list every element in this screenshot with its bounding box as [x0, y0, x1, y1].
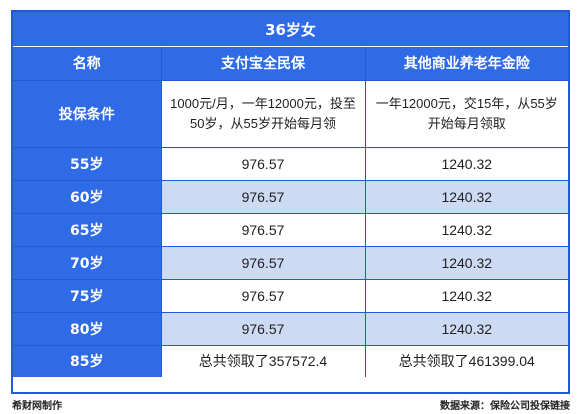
total-row: 85岁 总共领取了357572.4 总共领取了461399.04 [13, 344, 568, 377]
table-row: 75岁 976.57 1240.32 [13, 278, 568, 313]
age-label: 55岁 [13, 146, 162, 181]
other-value: 1240.32 [364, 146, 568, 181]
header-row: 名称 支付宝全民保 其他商业养老年金险 [13, 47, 568, 81]
age-label: 85岁 [13, 344, 162, 377]
age-label: 75岁 [13, 278, 162, 313]
alipay-value: 976.57 [160, 179, 366, 214]
comparison-table: 名称 支付宝全民保 其他商业养老年金险 投保条件 1000元/月，一年12000… [13, 47, 568, 377]
table-row: 80岁 976.57 1240.32 [13, 311, 568, 346]
age-label: 60岁 [13, 179, 162, 214]
other-value: 1240.32 [364, 245, 568, 280]
table-row: 60岁 976.57 1240.32 [13, 179, 568, 214]
alipay-value: 976.57 [160, 245, 366, 280]
condition-label: 投保条件 [13, 79, 162, 148]
table-title: 36岁女 [13, 12, 568, 47]
condition-alipay: 1000元/月，一年12000元，投至50岁，从55岁开始每月领 [160, 79, 366, 148]
footer-credit: 希财网制作 [12, 401, 62, 412]
footer-source: 数据来源：保险公司投保链接 [440, 401, 570, 412]
other-value: 1240.32 [364, 212, 568, 247]
comparison-table-frame: 36岁女 名称 支付宝全民保 其他商业养老年金险 投保条件 1000元/月，一年… [11, 10, 570, 394]
header-other: 其他商业养老年金险 [364, 47, 568, 81]
header-alipay: 支付宝全民保 [160, 47, 366, 81]
table-row: 65岁 976.57 1240.32 [13, 212, 568, 247]
age-label: 65岁 [13, 212, 162, 247]
other-value: 1240.32 [364, 278, 568, 313]
alipay-value: 976.57 [160, 311, 366, 346]
header-name: 名称 [13, 47, 162, 81]
age-label: 80岁 [13, 311, 162, 346]
other-value: 1240.32 [364, 179, 568, 214]
table-row: 55岁 976.57 1240.32 [13, 146, 568, 181]
other-total: 总共领取了461399.04 [364, 344, 568, 377]
condition-other: 一年12000元，交15年，从55岁开始每月领取 [364, 79, 568, 148]
table-row: 70岁 976.57 1240.32 [13, 245, 568, 280]
alipay-value: 976.57 [160, 146, 366, 181]
other-value: 1240.32 [364, 311, 568, 346]
age-label: 70岁 [13, 245, 162, 280]
condition-row: 投保条件 1000元/月，一年12000元，投至50岁，从55岁开始每月领 一年… [13, 79, 568, 148]
alipay-value: 976.57 [160, 212, 366, 247]
alipay-value: 976.57 [160, 278, 366, 313]
alipay-total: 总共领取了357572.4 [160, 344, 366, 377]
